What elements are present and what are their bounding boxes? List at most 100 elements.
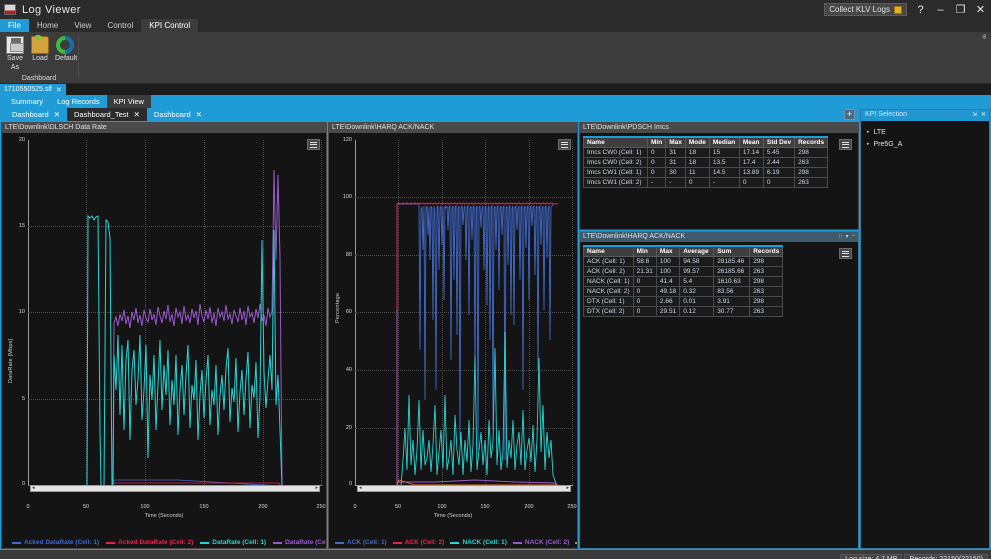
table-row[interactable]: Imcs CW1 (Cell: 1) 0 30 11 14.5 13.89 6.…: [583, 167, 829, 178]
close-icon[interactable]: ✕: [195, 110, 202, 119]
chevron-down-icon[interactable]: ▾: [845, 234, 849, 240]
load-button[interactable]: Load: [30, 35, 50, 72]
panel-pdsch-imcs: LTE\Downlink\PDSCH Imcs Name Min Max: [579, 122, 859, 230]
legend-item[interactable]: DataRate (Cell: 2): [273, 539, 326, 546]
th-records[interactable]: Records: [794, 136, 829, 148]
scroll-left-arrow[interactable]: ◂: [359, 485, 362, 491]
table-row[interactable]: ACK (Cell: 2) 21.31 100 99.57 26185.66 2…: [583, 266, 784, 277]
th-max[interactable]: Max: [655, 245, 681, 257]
ribbon-tab-view[interactable]: View: [74, 21, 92, 30]
ribbon-tab-home[interactable]: Home: [36, 21, 59, 30]
ribbon-collapse-icon[interactable]: ⱏ: [982, 33, 986, 42]
table-row[interactable]: ACK (Cell: 1) 58.6 100 94.58 28185.46 29…: [583, 256, 784, 267]
harq-ack-nack-table[interactable]: Name Min Max Average Sum Records: [583, 245, 784, 317]
legend-item[interactable]: ACK (Cell: 2): [392, 539, 445, 546]
scroll-right-arrow[interactable]: ▸: [566, 485, 569, 491]
close-icon[interactable]: ✕: [55, 86, 62, 94]
pdsch-imcs-table[interactable]: Name Min Max Mode Median Mean Std Dev Re…: [583, 136, 829, 188]
th-min[interactable]: Min: [646, 136, 667, 148]
dashboard-tab-3[interactable]: Dashboard ✕: [147, 108, 209, 121]
pin-icon[interactable]: ⇲: [971, 112, 977, 118]
table-row[interactable]: Imcs CW0 (Cell: 2) 0 31 18 13.5 17.4 2.4…: [583, 157, 829, 168]
legend-item[interactable]: ACK (Cell: 1): [335, 539, 387, 546]
hamburger-menu-icon[interactable]: [839, 248, 852, 259]
gridline-h: [355, 255, 573, 256]
close-icon[interactable]: ✕: [53, 110, 60, 119]
legend-item[interactable]: DataRate (Cell: 1): [200, 539, 266, 546]
hamburger-menu-icon[interactable]: [839, 139, 852, 150]
chevron-right-icon[interactable]: ▸: [867, 141, 870, 147]
close-icon[interactable]: ✕: [980, 112, 986, 118]
chart-harq-plot[interactable]: 120 100 80 60 40 20 0 Percentage 0 50 10…: [329, 133, 577, 537]
th-max[interactable]: Max: [665, 136, 686, 148]
cell-min: 0: [632, 306, 657, 317]
th-average[interactable]: Average: [679, 245, 715, 257]
th-records[interactable]: Records: [749, 245, 784, 257]
tab-log-records[interactable]: Log Records: [57, 97, 100, 106]
legend-swatch: [512, 541, 522, 544]
kpi-selection-title-bar: KPI Selection ⇲ ✕: [861, 110, 989, 121]
th-stddev[interactable]: Std Dev: [762, 136, 796, 148]
harq-table-wrap: Name Min Max Average Sum Records: [580, 242, 858, 320]
cell-name: NACK (Cell: 2): [583, 286, 634, 297]
chevron-right-icon[interactable]: ▸: [867, 129, 870, 135]
gridline-h: [355, 428, 573, 429]
table-row[interactable]: DTX (Cell: 1) 0 2.66 0.01 3.91 298: [583, 296, 784, 307]
hamburger-menu-icon[interactable]: [558, 139, 571, 150]
close-button[interactable]: ✕: [975, 4, 986, 16]
chart-harq-hscrollbar[interactable]: ◂ ▸: [357, 485, 571, 492]
scroll-left-arrow[interactable]: ◂: [32, 485, 35, 491]
legend-item[interactable]: NACK (Cell: 1): [450, 539, 507, 546]
kpi-selection-container: KPI Selection ⇲ ✕ ▸ LTE ▸ Pre5G_A: [860, 109, 990, 549]
add-dashboard-button[interactable]: +: [844, 109, 855, 120]
legend-item[interactable]: Acked DataRate (Cell: 2): [106, 539, 193, 546]
help-button[interactable]: ?: [917, 3, 924, 16]
cell-name: Imcs CW1 (Cell: 2): [583, 177, 648, 188]
dashboard-tab-test[interactable]: Dashboard_Test ✕: [67, 108, 147, 121]
default-button[interactable]: Default: [55, 36, 77, 72]
y-tick-label: 20: [345, 425, 352, 431]
collect-klv-logs-button[interactable]: Collect KLV Logs: [824, 3, 907, 16]
legend-label: ACK (Cell: 2): [404, 539, 445, 546]
th-mode[interactable]: Mode: [684, 136, 710, 148]
series-acked-datarate-cell1: [28, 479, 323, 486]
close-icon[interactable]: ✕: [133, 110, 140, 119]
kpi-tree-node-pre5g-a[interactable]: ▸ Pre5G_A: [867, 138, 989, 150]
chart-dlsch-plot[interactable]: 20 15 10 5 0 DataRate [Mbps] 0 50 100 15…: [2, 133, 326, 537]
drag-handle-icon[interactable]: ∷: [838, 234, 843, 240]
dashboard-tab-1[interactable]: Dashboard ✕: [5, 108, 67, 121]
minimize-button[interactable]: –: [937, 3, 944, 16]
legend-swatch: [200, 541, 210, 544]
th-mean[interactable]: Mean: [738, 136, 764, 148]
table-row[interactable]: Imcs CW1 (Cell: 2) - - 0 - 0 0 263: [583, 177, 829, 188]
th-name[interactable]: Name: [583, 136, 648, 148]
save-as-label-line1: Save: [7, 55, 23, 62]
hamburger-menu-icon[interactable]: [307, 139, 320, 150]
tab-kpi-view[interactable]: KPI View: [106, 95, 151, 108]
legend-item[interactable]: D: [575, 539, 577, 546]
minimize-icon[interactable]: −: [851, 233, 855, 239]
tab-summary[interactable]: Summary: [11, 97, 44, 106]
y-axis-label: Percentage: [335, 292, 341, 323]
restore-button[interactable]: ❐: [955, 4, 966, 16]
save-as-button[interactable]: Save As: [5, 36, 25, 72]
table-row[interactable]: DTX (Cell: 2) 0 29.51 0.12 30.77 263: [583, 306, 784, 317]
th-sum[interactable]: Sum: [713, 245, 751, 257]
th-name[interactable]: Name: [583, 245, 634, 257]
ribbon-tab-file[interactable]: File: [0, 19, 29, 32]
file-tab-1710550525[interactable]: 1710550525.slf ✕: [0, 84, 66, 95]
table-row[interactable]: NACK (Cell: 1) 0 41.4 5.4 1610.63 298: [583, 276, 784, 287]
kpi-tree-node-lte[interactable]: ▸ LTE: [867, 126, 989, 138]
table-row[interactable]: NACK (Cell: 2) 0 49.18 0.32 83.56 263: [583, 286, 784, 297]
table-row[interactable]: Imcs CW0 (Cell: 1) 0 31 18 15 17.14 5.45…: [583, 147, 829, 158]
th-median[interactable]: Median: [708, 136, 740, 148]
cell-name: NACK (Cell: 1): [583, 276, 634, 287]
th-min[interactable]: Min: [632, 245, 657, 257]
ribbon-tab-kpi-control[interactable]: KPI Control: [141, 19, 199, 32]
ribbon-tab-control[interactable]: Control: [107, 21, 134, 30]
cell-name: ACK (Cell: 2): [583, 266, 634, 277]
legend-item[interactable]: Acked DataRate (Cell: 1): [12, 539, 99, 546]
scroll-right-arrow[interactable]: ▸: [315, 485, 318, 491]
chart-dlsch-hscrollbar[interactable]: ◂ ▸: [30, 485, 320, 492]
legend-item[interactable]: NACK (Cell: 2): [512, 539, 569, 546]
